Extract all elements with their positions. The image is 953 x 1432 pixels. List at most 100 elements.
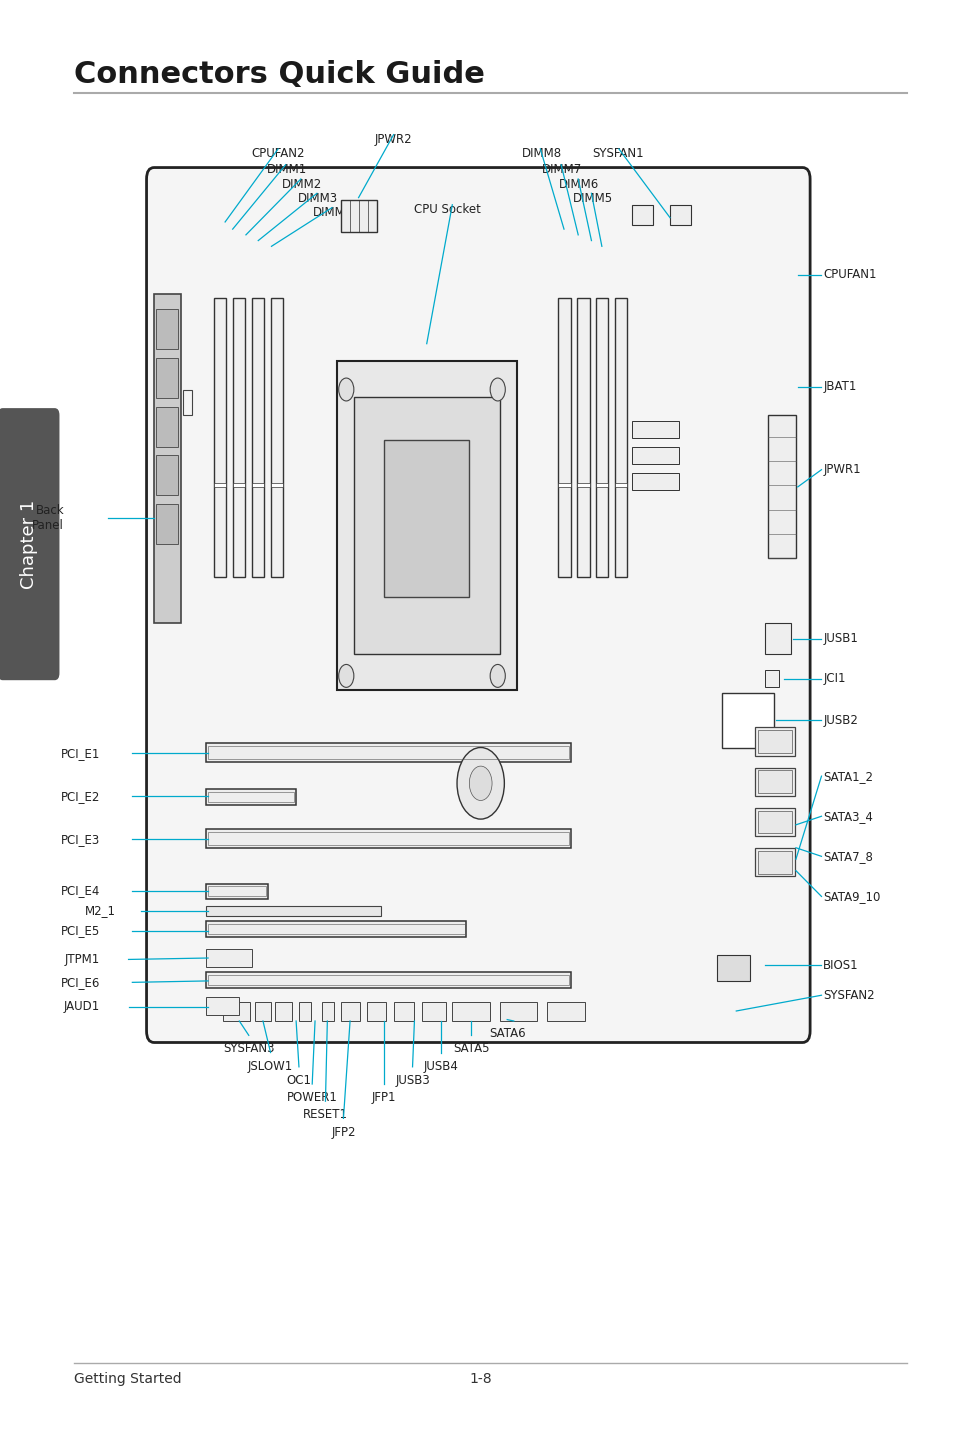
Bar: [452, 1002, 490, 1021]
Text: Back
Panel: Back Panel: [32, 504, 64, 533]
Text: CPU Socket: CPU Socket: [414, 203, 481, 216]
Text: JFP1: JFP1: [372, 1091, 396, 1104]
Text: JTPM1: JTPM1: [65, 952, 100, 967]
Text: Getting Started: Getting Started: [73, 1372, 181, 1386]
Bar: [156, 504, 177, 544]
Bar: [206, 884, 268, 899]
Bar: [206, 743, 570, 762]
Text: DIMM2: DIMM2: [282, 178, 322, 190]
Bar: [758, 730, 791, 753]
Text: DIMM3: DIMM3: [297, 192, 337, 205]
Text: JUSB4: JUSB4: [423, 1060, 457, 1073]
Text: SATA6: SATA6: [488, 1027, 525, 1040]
FancyBboxPatch shape: [0, 408, 59, 680]
Bar: [632, 205, 652, 225]
Circle shape: [490, 378, 505, 401]
Bar: [206, 997, 239, 1015]
Text: SATA3_4: SATA3_4: [822, 809, 872, 823]
Text: PCI_E5: PCI_E5: [61, 924, 100, 938]
Text: PCI_E4: PCI_E4: [61, 884, 100, 898]
Bar: [394, 1002, 414, 1021]
Text: SYSFAN3: SYSFAN3: [223, 1042, 274, 1055]
Text: SATA1_2: SATA1_2: [822, 769, 872, 783]
Bar: [255, 1002, 271, 1021]
Bar: [755, 848, 794, 876]
Text: DIMM4: DIMM4: [313, 206, 353, 219]
Circle shape: [490, 664, 505, 687]
Bar: [632, 473, 679, 490]
Text: SYSFAN1: SYSFAN1: [592, 147, 643, 160]
Bar: [208, 792, 294, 802]
Text: DIMM8: DIMM8: [521, 147, 561, 160]
Bar: [208, 975, 568, 985]
Text: RESET1: RESET1: [303, 1108, 348, 1121]
Bar: [252, 298, 264, 577]
Text: PCI_E2: PCI_E2: [61, 789, 100, 803]
Bar: [558, 483, 570, 487]
Bar: [577, 483, 589, 487]
Bar: [340, 1002, 359, 1021]
Circle shape: [469, 766, 492, 800]
Bar: [156, 309, 177, 349]
Text: SYSFAN2: SYSFAN2: [822, 988, 874, 1002]
Text: Chapter 1: Chapter 1: [20, 500, 38, 589]
Bar: [298, 1002, 311, 1021]
Bar: [271, 483, 282, 487]
Bar: [717, 955, 750, 981]
Text: JPWR2: JPWR2: [375, 133, 412, 146]
Circle shape: [338, 664, 354, 687]
Bar: [755, 768, 794, 796]
Bar: [764, 670, 778, 687]
Bar: [154, 294, 180, 623]
Bar: [758, 811, 791, 833]
Bar: [367, 1002, 386, 1021]
Text: CPUFAN1: CPUFAN1: [822, 268, 876, 282]
Text: JSLOW1: JSLOW1: [248, 1060, 293, 1073]
Text: DIMM7: DIMM7: [541, 163, 582, 176]
Bar: [632, 421, 679, 438]
Text: SATA5: SATA5: [453, 1042, 489, 1055]
Bar: [182, 390, 192, 415]
Text: CPUFAN2: CPUFAN2: [252, 147, 305, 160]
Bar: [632, 447, 679, 464]
Text: JBAT1: JBAT1: [822, 379, 856, 394]
Bar: [764, 623, 790, 654]
Bar: [275, 1002, 292, 1021]
Text: M2_1: M2_1: [85, 904, 116, 918]
Bar: [354, 397, 499, 654]
Text: JUSB1: JUSB1: [822, 632, 858, 646]
Text: OC1: OC1: [286, 1074, 311, 1087]
Text: JUSB2: JUSB2: [822, 713, 858, 727]
Bar: [156, 358, 177, 398]
Bar: [615, 298, 627, 577]
Bar: [767, 415, 795, 558]
Text: JUSB3: JUSB3: [395, 1074, 430, 1087]
Text: PCI_E3: PCI_E3: [61, 832, 100, 846]
Bar: [758, 770, 791, 793]
Text: PCI_E6: PCI_E6: [61, 975, 100, 990]
Bar: [669, 205, 690, 225]
Bar: [208, 924, 464, 934]
Bar: [252, 483, 264, 487]
Bar: [233, 483, 245, 487]
Bar: [208, 886, 266, 896]
Bar: [206, 972, 570, 988]
Text: JCI1: JCI1: [822, 672, 845, 686]
Circle shape: [338, 378, 354, 401]
Text: POWER1: POWER1: [287, 1091, 337, 1104]
Bar: [208, 746, 568, 759]
Text: SATA9_10: SATA9_10: [822, 889, 880, 904]
Bar: [340, 200, 376, 232]
Text: JFP2: JFP2: [331, 1126, 355, 1138]
Bar: [558, 298, 570, 577]
Bar: [596, 483, 608, 487]
Bar: [206, 789, 295, 805]
Circle shape: [456, 748, 504, 819]
Bar: [206, 906, 381, 916]
Bar: [271, 298, 282, 577]
Bar: [206, 949, 252, 967]
Bar: [384, 440, 469, 597]
Text: SATA7_8: SATA7_8: [822, 849, 872, 863]
Bar: [233, 298, 245, 577]
Bar: [721, 693, 773, 748]
